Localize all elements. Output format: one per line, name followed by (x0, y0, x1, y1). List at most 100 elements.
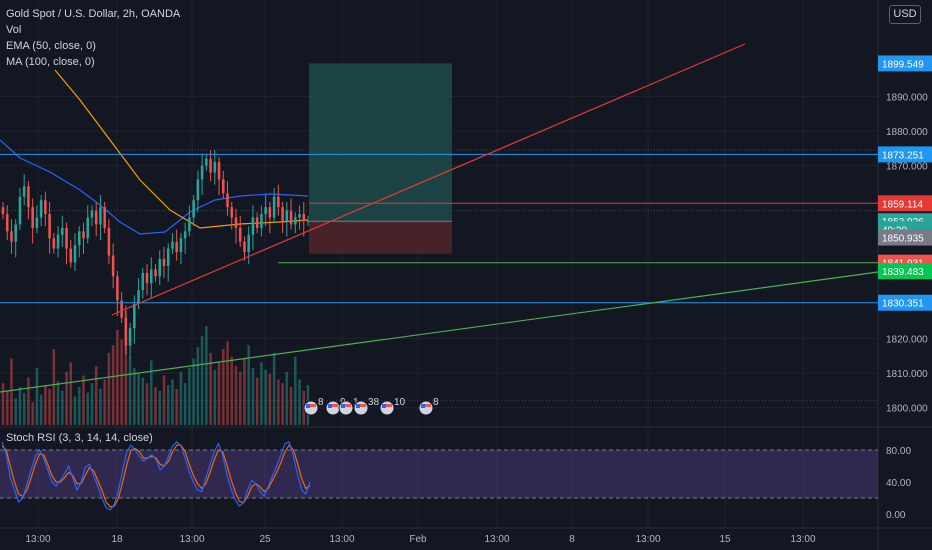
symbol-title[interactable]: Gold Spot / U.S. Dollar, 2h, OANDA (6, 8, 181, 20)
price-label-bg (878, 294, 932, 311)
volume-bar (133, 368, 136, 425)
candle-body (137, 290, 140, 304)
drawn-lines[interactable] (0, 43, 879, 393)
event-badge[interactable]: 10 (379, 397, 406, 416)
volume-bar (90, 383, 94, 425)
candle-body (90, 210, 94, 218)
long-position-tool[interactable] (309, 63, 452, 254)
volume-bar (48, 388, 51, 425)
event-badge[interactable]: 8 (303, 397, 324, 416)
candle-body (61, 227, 64, 235)
time-tick-label: 13:00 (329, 534, 354, 545)
vol-indicator-label[interactable]: Vol (6, 24, 22, 36)
volume-bar (116, 330, 119, 425)
candle-body (73, 245, 77, 263)
flag-canton (356, 404, 360, 408)
event-badges[interactable]: 89138108 (303, 397, 439, 416)
candle-body (217, 162, 221, 180)
volume-bar (217, 362, 221, 425)
volume-bar (192, 358, 195, 425)
price-label-badge: 1830.351 (878, 294, 932, 311)
candle-body (158, 259, 162, 277)
flag-canton (306, 404, 310, 408)
candle-body (103, 207, 106, 228)
candle-body (306, 220, 310, 222)
time-tick-label: Feb (409, 534, 427, 545)
volume-bar (222, 349, 225, 425)
price-label-bg (878, 263, 932, 280)
ema-indicator-label[interactable]: EMA (50, close, 0) (6, 40, 96, 52)
candle-body (205, 158, 208, 166)
volume-bar (162, 375, 166, 425)
candle-body (213, 162, 217, 173)
volume-bar (61, 390, 64, 425)
candle-body (86, 217, 89, 239)
price-label-text: 1839.483 (882, 267, 924, 278)
price-label-text: 1873.251 (882, 150, 924, 161)
volume-bar (200, 335, 204, 425)
volume-bar (285, 371, 289, 425)
stoch-band (0, 450, 878, 498)
price-label-badge: 1899.549 (878, 55, 932, 72)
stoch-tick-label: 0.00 (886, 510, 906, 521)
volume-bar (183, 383, 187, 425)
volume-bar (255, 377, 259, 425)
currency-button[interactable]: USD (889, 5, 921, 24)
candle-body (234, 217, 238, 228)
volume-bar (69, 362, 73, 425)
candle-body (141, 272, 145, 291)
stoch-k-line (1, 441, 311, 511)
volume-bar (141, 377, 145, 425)
candle-body (255, 217, 259, 228)
price-label-bg (878, 195, 932, 212)
candle-body (133, 303, 136, 329)
price-label-badge: 1839.483 (878, 263, 932, 280)
volume-bar (35, 368, 39, 425)
candle-body (52, 238, 56, 249)
candle-body (111, 255, 115, 277)
price-label-text: 1850.935 (882, 234, 924, 245)
event-count: 38 (368, 397, 380, 408)
candle-body (200, 165, 204, 180)
candle-body (183, 231, 187, 239)
price-label-bg (878, 55, 932, 72)
volume-bar (230, 356, 234, 425)
candle-body (179, 238, 183, 253)
volume-bar (260, 362, 263, 425)
volume-bar (238, 371, 242, 425)
candle-body (65, 227, 68, 249)
volume-bar (44, 385, 47, 425)
volume-bar (18, 387, 22, 425)
time-tick-label: 8 (569, 534, 575, 545)
candle-body (260, 214, 263, 228)
volume-bar (94, 366, 98, 425)
volume-bar (175, 388, 178, 425)
volume-bar (247, 345, 250, 425)
stoch-rsi-label[interactable]: Stoch RSI (3, 3, 14, 14, close) (6, 432, 153, 444)
volume-bar (188, 368, 191, 425)
flag-canton (421, 404, 425, 408)
volume-bar (82, 375, 85, 425)
volume-bar (154, 387, 157, 425)
ma-indicator-label[interactable]: MA (100, close, 0) (6, 56, 95, 68)
candle-body (188, 217, 191, 232)
candle-body (302, 214, 306, 221)
volume-bar (86, 392, 89, 425)
event-badge[interactable]: 8 (418, 397, 439, 416)
ma-line (54, 69, 309, 229)
volume-bar (73, 396, 77, 425)
volume-bar (22, 392, 26, 425)
price-tick-label: 1870.000 (886, 162, 928, 173)
candle-body (285, 210, 289, 221)
volume-bar (31, 402, 34, 425)
candle-body (268, 207, 272, 218)
event-badge[interactable]: 38 (353, 397, 380, 416)
stoch-tick-label: 80.00 (886, 446, 911, 457)
volume-bar (243, 358, 246, 425)
volume-bar (27, 377, 30, 425)
flag-stripe (341, 404, 351, 407)
candle-body (243, 241, 246, 253)
volume-bar (107, 352, 111, 425)
candle-body (196, 179, 200, 201)
